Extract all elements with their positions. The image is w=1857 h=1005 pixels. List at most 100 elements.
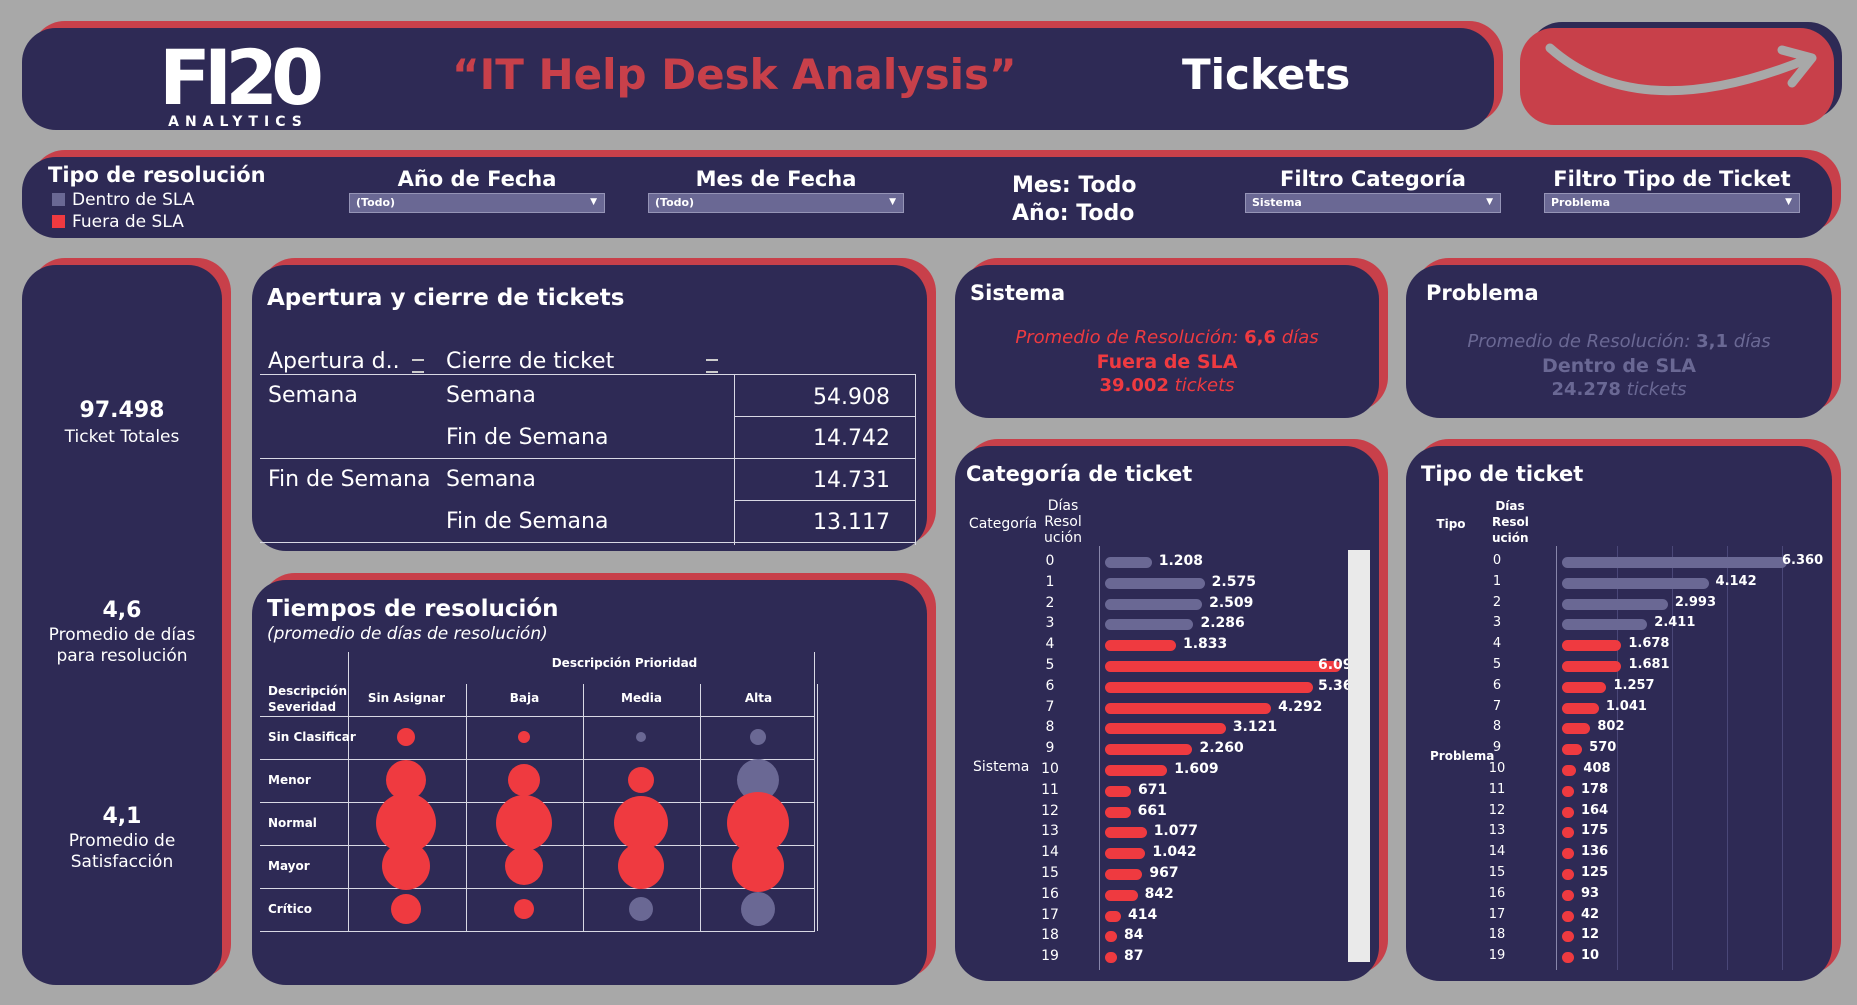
bar[interactable] (1562, 598, 1668, 610)
bar-value-label: 1.257 (1613, 677, 1655, 693)
bar[interactable] (1562, 910, 1574, 922)
bubble[interactable] (391, 894, 421, 924)
bar[interactable] (1562, 577, 1709, 589)
grid-line (260, 888, 815, 889)
bar[interactable] (1105, 640, 1176, 652)
bar[interactable] (1562, 765, 1577, 776)
bar-value-label: 2.509 (1209, 594, 1254, 611)
bar[interactable] (1105, 577, 1205, 589)
apertura-col-header: Apertura d.. (268, 349, 400, 374)
grid-line (1672, 546, 1673, 970)
bar[interactable] (1105, 848, 1146, 860)
bubble[interactable] (505, 847, 543, 885)
bar[interactable] (1105, 661, 1341, 672)
legend-item-dentro[interactable]: Dentro de SLA (52, 190, 194, 210)
bar[interactable] (1562, 661, 1622, 672)
bar[interactable] (1562, 723, 1591, 735)
bar[interactable] (1105, 869, 1143, 880)
bar-category-label: 17 (1488, 906, 1506, 922)
bar-category-label: 0 (1045, 553, 1055, 569)
type-filter-select[interactable]: Problema ▼ (1544, 193, 1800, 213)
bar[interactable] (1105, 723, 1226, 735)
logo: FI20 ANALYTICS (158, 40, 324, 131)
bar[interactable] (1562, 827, 1574, 839)
bar-category-label: 8 (1492, 719, 1502, 735)
bar[interactable] (1562, 557, 1787, 568)
chevron-down-icon: ▼ (889, 197, 896, 207)
bubble[interactable] (508, 764, 540, 796)
grid-line (1617, 546, 1618, 970)
bubble[interactable] (750, 729, 766, 745)
bar[interactable] (1105, 806, 1131, 818)
category-filter-select[interactable]: Sistema ▼ (1245, 193, 1501, 213)
month-filter-select[interactable]: (Todo) ▼ (648, 193, 904, 213)
bubble[interactable] (741, 892, 775, 926)
bubble[interactable] (397, 728, 415, 746)
bar[interactable] (1105, 598, 1203, 610)
chevron-down-icon: ▼ (1785, 197, 1792, 207)
bubble[interactable] (496, 795, 552, 851)
bar[interactable] (1105, 785, 1131, 797)
table-divider (915, 374, 916, 545)
tipo-chart-panel: Tipo de ticket Tipo Días Resol ución Pro… (1406, 446, 1832, 981)
year-filter-value: (Todo) (356, 196, 396, 209)
sort-icon[interactable] (706, 359, 718, 373)
table-row-cierre: Semana (446, 383, 536, 408)
bar-category-label: 10 (1488, 761, 1506, 776)
bar-category-label: 1 (1492, 573, 1502, 589)
year-filter-select[interactable]: (Todo) ▼ (349, 193, 605, 213)
bubble[interactable] (629, 897, 653, 921)
table-divider (260, 374, 916, 375)
bar[interactable] (1105, 744, 1193, 756)
bar[interactable] (1562, 806, 1574, 818)
bar[interactable] (1562, 869, 1574, 880)
legend-item-fuera[interactable]: Fuera de SLA (52, 212, 184, 232)
bar[interactable] (1562, 889, 1574, 901)
bar[interactable] (1105, 557, 1152, 568)
bar-category-label: 7 (1492, 698, 1502, 714)
sistema-line1-label: Promedio de Resolución: (1015, 327, 1239, 348)
problema-line3-unit: tickets (1626, 379, 1687, 400)
bar[interactable] (1105, 931, 1117, 943)
bar[interactable] (1562, 931, 1574, 943)
nav-arrow-button[interactable] (1520, 28, 1834, 125)
bar[interactable] (1105, 910, 1122, 922)
bar-category-label: 5 (1045, 657, 1055, 673)
bar[interactable] (1562, 952, 1574, 964)
bubble[interactable] (382, 842, 430, 890)
bar-category-label: 14 (1041, 844, 1059, 861)
problema-line1-label: Promedio de Resolución: (1467, 331, 1691, 352)
bar[interactable] (1562, 681, 1607, 693)
chart-axis (1099, 546, 1100, 970)
bubble[interactable] (518, 731, 530, 743)
bar[interactable] (1105, 681, 1313, 693)
bar[interactable] (1105, 889, 1138, 901)
bar[interactable] (1105, 619, 1194, 631)
bar[interactable] (1562, 744, 1583, 756)
bubble[interactable] (636, 732, 646, 742)
bar[interactable] (1105, 765, 1168, 776)
bubble[interactable] (732, 840, 784, 892)
bubble[interactable] (628, 767, 654, 793)
legend-label-fuera: Fuera de SLA (72, 212, 184, 232)
categoria-scrollbar[interactable] (1348, 550, 1370, 962)
bar-value-label: 2.575 (1211, 573, 1256, 590)
tipo-header-dias: Días Resol ución (1492, 499, 1529, 545)
bar[interactable] (1562, 619, 1648, 631)
bar[interactable] (1105, 952, 1117, 964)
bubble[interactable] (614, 796, 668, 850)
bar-category-label: 2 (1492, 594, 1502, 610)
bar[interactable] (1105, 702, 1272, 714)
chart-axis (1556, 546, 1557, 970)
sort-icon[interactable] (412, 359, 424, 373)
chevron-down-icon: ▼ (590, 197, 597, 207)
bar[interactable] (1562, 785, 1574, 797)
bar[interactable] (1562, 640, 1622, 652)
bar[interactable] (1562, 848, 1574, 860)
problema-summary-panel: Problema Promedio de Resolución: 3,1 día… (1406, 265, 1832, 418)
bubble[interactable] (514, 899, 534, 919)
type-filter-label: Filtro Tipo de Ticket (1553, 167, 1791, 191)
bubble[interactable] (618, 843, 664, 889)
bar[interactable] (1105, 827, 1147, 839)
bar[interactable] (1562, 702, 1599, 714)
